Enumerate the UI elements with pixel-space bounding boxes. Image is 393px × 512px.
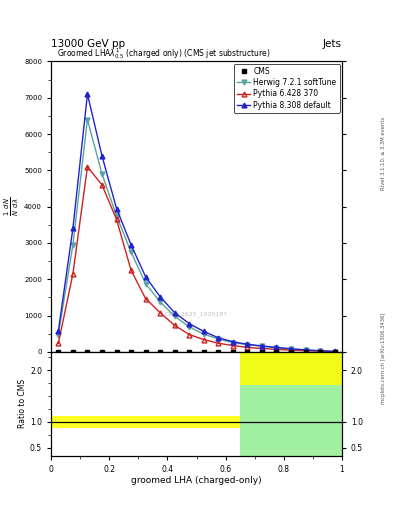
Pythia 8.308 default: [114, 205, 119, 211]
CMS: [187, 349, 192, 355]
Pythia 6.428 370: [85, 164, 90, 170]
Pythia 6.428 370: [260, 346, 264, 352]
Herwig 7.2.1 softTune: [245, 342, 250, 348]
CMS: [85, 349, 90, 355]
Pythia 6.428 370: [173, 323, 177, 329]
CMS: [114, 349, 119, 355]
Herwig 7.2.1 softTune: [56, 331, 61, 337]
CMS: [202, 349, 206, 355]
CMS: [173, 349, 177, 355]
Bar: [240, 352, 342, 456]
Pythia 8.308 default: [85, 91, 90, 97]
Pythia 8.308 default: [71, 225, 75, 231]
Pythia 8.308 default: [245, 341, 250, 347]
Pythia 8.308 default: [173, 310, 177, 316]
Line: Pythia 8.308 default: Pythia 8.308 default: [56, 92, 337, 354]
Herwig 7.2.1 softTune: [332, 349, 337, 355]
Pythia 8.308 default: [56, 328, 61, 334]
Line: CMS: CMS: [56, 350, 337, 354]
Pythia 6.428 370: [56, 340, 61, 346]
Text: mcplots.cern.ch [arXiv:1306.3436]: mcplots.cern.ch [arXiv:1306.3436]: [381, 313, 386, 404]
Herwig 7.2.1 softTune: [158, 298, 163, 305]
X-axis label: groomed LHA (charged-only): groomed LHA (charged-only): [131, 477, 262, 485]
CMS: [318, 349, 323, 355]
Pythia 8.308 default: [289, 346, 294, 352]
Bar: [51, 416, 240, 428]
Herwig 7.2.1 softTune: [274, 345, 279, 351]
Pythia 8.308 default: [216, 335, 221, 341]
CMS: [143, 349, 148, 355]
Pythia 8.308 default: [303, 347, 308, 353]
Text: 13000 GeV pp: 13000 GeV pp: [51, 38, 125, 49]
CMS: [332, 349, 337, 355]
Pythia 6.428 370: [332, 349, 337, 355]
Pythia 6.428 370: [143, 295, 148, 302]
CMS: [303, 349, 308, 355]
Bar: [240, 352, 342, 385]
Text: Groomed LHA$\lambda^{1}_{0.5}$ (charged only) (CMS jet substructure): Groomed LHA$\lambda^{1}_{0.5}$ (charged …: [57, 47, 271, 61]
Pythia 8.308 default: [332, 348, 337, 354]
Pythia 6.428 370: [245, 345, 250, 351]
Y-axis label: Ratio to CMS: Ratio to CMS: [18, 379, 27, 429]
Pythia 6.428 370: [187, 331, 192, 337]
CMS: [260, 349, 264, 355]
Pythia 8.308 default: [100, 153, 105, 159]
CMS: [245, 349, 250, 355]
CMS: [158, 349, 163, 355]
Pythia 6.428 370: [289, 347, 294, 353]
Pythia 8.308 default: [143, 274, 148, 280]
Pythia 6.428 370: [114, 217, 119, 223]
Pythia 8.308 default: [202, 328, 206, 334]
Pythia 6.428 370: [216, 340, 221, 346]
Herwig 7.2.1 softTune: [114, 212, 119, 219]
Text: CMS_2635_1920187: CMS_2635_1920187: [165, 311, 228, 317]
Pythia 6.428 370: [202, 336, 206, 343]
CMS: [100, 349, 105, 355]
Herwig 7.2.1 softTune: [202, 331, 206, 337]
Text: Jets: Jets: [323, 38, 342, 49]
Pythia 6.428 370: [231, 343, 235, 349]
Pythia 6.428 370: [303, 348, 308, 354]
Herwig 7.2.1 softTune: [260, 343, 264, 349]
Herwig 7.2.1 softTune: [231, 339, 235, 346]
Pythia 8.308 default: [158, 294, 163, 300]
Line: Herwig 7.2.1 softTune: Herwig 7.2.1 softTune: [56, 117, 337, 354]
Line: Pythia 6.428 370: Pythia 6.428 370: [56, 164, 337, 354]
CMS: [231, 349, 235, 355]
Herwig 7.2.1 softTune: [143, 281, 148, 287]
CMS: [129, 349, 134, 355]
Pythia 8.308 default: [274, 345, 279, 351]
Pythia 8.308 default: [129, 242, 134, 248]
Legend: CMS, Herwig 7.2.1 softTune, Pythia 6.428 370, Pythia 8.308 default: CMS, Herwig 7.2.1 softTune, Pythia 6.428…: [233, 63, 340, 113]
Herwig 7.2.1 softTune: [216, 336, 221, 342]
CMS: [56, 349, 61, 355]
Herwig 7.2.1 softTune: [187, 324, 192, 330]
Pythia 8.308 default: [187, 321, 192, 327]
Pythia 6.428 370: [274, 346, 279, 352]
Herwig 7.2.1 softTune: [100, 171, 105, 177]
Pythia 6.428 370: [158, 310, 163, 316]
Pythia 6.428 370: [318, 348, 323, 354]
Herwig 7.2.1 softTune: [303, 347, 308, 353]
Pythia 8.308 default: [318, 348, 323, 354]
Herwig 7.2.1 softTune: [129, 249, 134, 255]
CMS: [216, 349, 221, 355]
Text: Rivet 3.1.10, ≥ 3.3M events: Rivet 3.1.10, ≥ 3.3M events: [381, 117, 386, 190]
Pythia 6.428 370: [71, 271, 75, 277]
CMS: [274, 349, 279, 355]
Herwig 7.2.1 softTune: [173, 313, 177, 319]
Herwig 7.2.1 softTune: [318, 348, 323, 354]
Pythia 8.308 default: [231, 339, 235, 345]
Herwig 7.2.1 softTune: [289, 346, 294, 352]
Pythia 8.308 default: [260, 343, 264, 349]
CMS: [71, 349, 75, 355]
Herwig 7.2.1 softTune: [71, 242, 75, 248]
Y-axis label: $\frac{1}{N}\,\frac{dN}{d\lambda}$: $\frac{1}{N}\,\frac{dN}{d\lambda}$: [3, 197, 21, 217]
Herwig 7.2.1 softTune: [85, 116, 90, 122]
Pythia 6.428 370: [129, 267, 134, 273]
Pythia 6.428 370: [100, 182, 105, 188]
CMS: [289, 349, 294, 355]
